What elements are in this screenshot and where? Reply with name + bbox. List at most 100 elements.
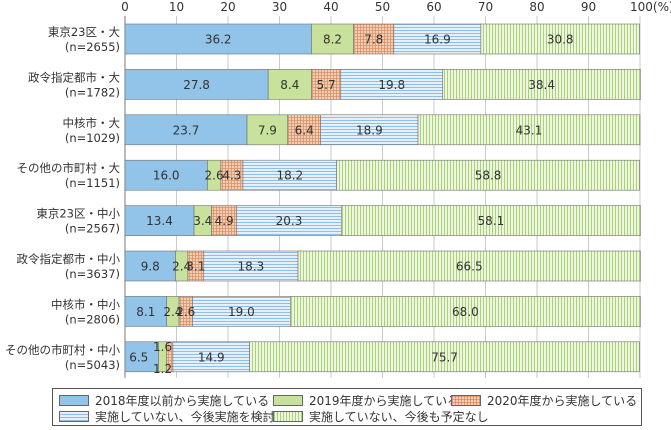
legend-label: 2020年度から実施している — [487, 393, 638, 408]
data-label: 68.0 — [452, 305, 479, 319]
data-label: 4.9 — [215, 214, 234, 228]
data-label: 75.7 — [431, 350, 458, 364]
x-tick-label: 60 — [426, 0, 441, 14]
bar-seg-2020 — [211, 205, 238, 236]
legend-swatch — [273, 410, 303, 422]
bar-seg-considering — [340, 69, 444, 100]
bar-seg-2018-before — [124, 341, 159, 373]
data-label: 19.8 — [378, 78, 405, 92]
data-label: 4.3 — [222, 169, 241, 183]
data-label: 8.1 — [136, 305, 155, 319]
bar-seg-considering — [192, 296, 291, 327]
legend-label: 2018年度以前から実施している — [95, 393, 270, 408]
bar-seg-no-plan — [340, 205, 641, 236]
bar-seg-2018-before — [124, 69, 269, 100]
legend-label: 実施していない、今後実施を検討 — [95, 409, 275, 424]
bar-seg-2020 — [353, 23, 395, 55]
data-label: 23.7 — [173, 123, 200, 137]
legend-swatch — [451, 394, 481, 406]
data-label: 7.9 — [258, 123, 277, 137]
data-label: 18.2 — [276, 169, 303, 183]
data-label: 7.8 — [364, 33, 383, 47]
data-label: 2.6 — [176, 305, 195, 319]
bar-seg-2020 — [311, 69, 342, 100]
data-label: 5.7 — [317, 78, 336, 92]
legend-item-2018-before: 2018年度以前から実施している — [59, 392, 269, 408]
bar-seg-no-plan — [290, 296, 641, 327]
data-label: 2.4 — [163, 305, 182, 319]
legend-swatch — [273, 394, 303, 406]
bar-seg-considering — [203, 250, 299, 282]
bar-seg-2018-before — [124, 205, 195, 236]
data-label: 6.5 — [129, 350, 148, 364]
category-label: 政令指定都市・大 — [28, 70, 120, 84]
data-label: 1.6 — [153, 340, 172, 354]
data-label: 18.9 — [356, 123, 383, 137]
x-tick-label: 0 — [121, 0, 129, 14]
bar-seg-2018-before — [124, 159, 208, 191]
category-label: 東京23区・中小 — [36, 207, 120, 221]
data-label: 1.2 — [153, 362, 172, 376]
category-count-label: (n=2655) — [65, 40, 120, 54]
data-label: 38.4 — [528, 78, 555, 92]
legend-item-2019: 2019年度から実施している — [273, 392, 459, 408]
x-tick-label: 100(%) — [630, 0, 671, 14]
x-tick-label: 10 — [169, 0, 184, 14]
data-label: 3.1 — [186, 260, 205, 274]
x-tick-label: 50 — [375, 0, 390, 14]
data-label: 36.2 — [205, 33, 232, 47]
category-label: その他の市町村・中小 — [5, 343, 120, 357]
bar-seg-no-plan — [336, 159, 640, 191]
x-tick-label: 80 — [529, 0, 544, 14]
data-label: 30.8 — [547, 33, 574, 47]
legend-item-2020: 2020年度から実施している — [451, 392, 637, 408]
data-label: 6.4 — [295, 123, 314, 137]
x-tick-label: 90 — [581, 0, 596, 14]
bar-seg-no-plan — [417, 114, 641, 146]
legend-label: 実施していない、今後も予定なし — [309, 409, 489, 424]
data-label: 66.5 — [456, 260, 483, 274]
data-label: 18.3 — [238, 260, 265, 274]
x-tick-label: 40 — [323, 0, 338, 14]
bar-seg-no-plan — [297, 250, 641, 282]
legend-swatch — [59, 394, 89, 406]
data-label: 9.8 — [141, 260, 160, 274]
bars: 36.2 8.2 7.8 16.9 30.8 27.8 8.4 5.7 19.8 38.4 23.7… — [124, 23, 641, 376]
bar-seg-considering — [172, 341, 250, 373]
legend: 2018年度以前から実施している 2019年度から実施している 2020年度から… — [52, 388, 642, 426]
bar-seg-2019 — [267, 69, 312, 100]
data-label: 58.8 — [475, 169, 502, 183]
x-tick-label: 20 — [220, 0, 235, 14]
category-count-label: (n=3637) — [65, 267, 120, 281]
data-label: 8.2 — [323, 33, 342, 47]
category-count-label: (n=1029) — [65, 131, 120, 145]
legend-swatch — [59, 410, 89, 422]
category-count-label: (n=2806) — [65, 312, 120, 326]
category-label: 政令指定都市・中小 — [17, 252, 121, 266]
data-label: 43.1 — [516, 123, 543, 137]
bar-seg-considering — [393, 23, 482, 55]
bar-seg-2018-before — [124, 296, 168, 327]
bar-seg-2018-before — [124, 114, 248, 146]
data-label: 13.4 — [146, 214, 173, 228]
category-count-label: (n=1782) — [65, 85, 120, 99]
category-label: その他の市町村・大 — [17, 161, 121, 175]
data-label: 16.9 — [424, 33, 451, 47]
category-count-label: (n=2567) — [65, 222, 120, 236]
data-label: 14.9 — [198, 350, 225, 364]
x-tick-label: 30 — [272, 0, 287, 14]
bar-seg-no-plan — [249, 341, 640, 373]
data-label: 58.1 — [478, 214, 505, 228]
stacked-bar-chart: 0 10 20 30 40 50 60 70 80 90 100(%) 36.2 8.2 7.8 16.9… — [5, 0, 671, 378]
legend-label: 2019年度から実施している — [309, 393, 460, 408]
bar-seg-considering — [242, 159, 337, 191]
category-label: 中核市・中小 — [51, 297, 120, 311]
data-label: 2.6 — [205, 169, 224, 183]
data-label: 16.0 — [153, 169, 180, 183]
x-tick-label: 70 — [478, 0, 493, 14]
category-label: 東京23区・大 — [48, 25, 121, 39]
legend-item-no-plan: 実施していない、今後も予定なし — [273, 408, 489, 424]
data-label: 20.3 — [276, 214, 303, 228]
bar-seg-no-plan — [480, 23, 640, 55]
bar-seg-considering — [236, 205, 342, 236]
